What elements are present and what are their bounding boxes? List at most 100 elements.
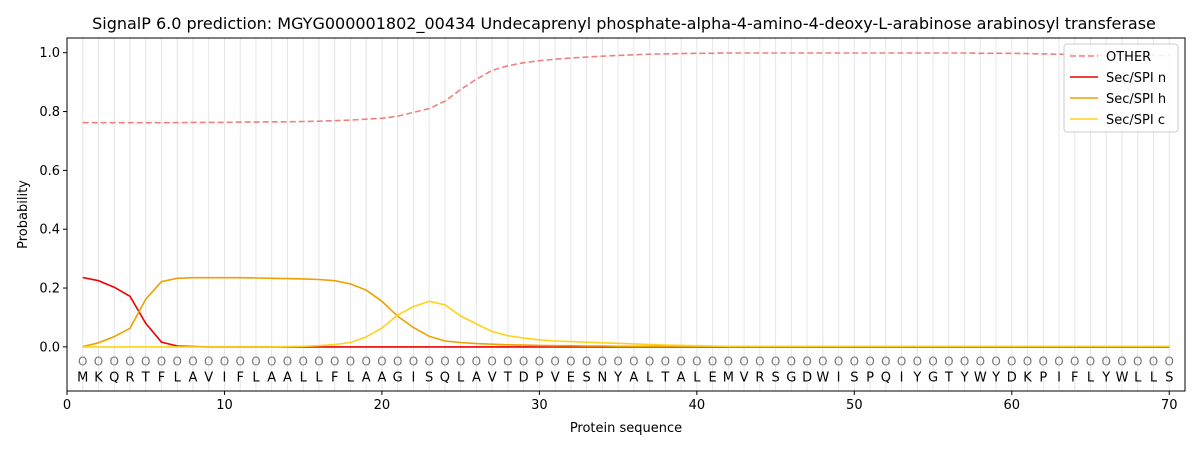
sequence-residue: V xyxy=(488,370,497,385)
position-marker: O xyxy=(897,355,906,369)
sequence-residue: I xyxy=(837,370,841,385)
sequence-residue: N xyxy=(598,370,608,385)
sequence-residue: T xyxy=(944,370,953,385)
position-marker: O xyxy=(78,355,87,369)
plot-frame xyxy=(66,37,1186,392)
sequence-residue: D xyxy=(519,370,529,385)
x-tick-label: 10 xyxy=(216,398,233,413)
sequence-residue: E xyxy=(567,370,575,385)
position-marker: O xyxy=(1007,355,1016,369)
sequence-residue: Y xyxy=(991,370,1000,385)
sequence-residue: L xyxy=(174,370,182,385)
sequence-residue: Y xyxy=(1101,370,1110,385)
sequence-residue: T xyxy=(141,370,150,385)
position-marker: O xyxy=(157,355,166,369)
series-line xyxy=(82,300,1170,348)
position-marker: O xyxy=(535,355,544,369)
sequence-residue: I xyxy=(412,370,416,385)
sequence-residue: F xyxy=(331,370,338,385)
sequence-residue: R xyxy=(755,370,764,385)
axis-layer: 0 10 20 30 40 50 60 70 0.0 0.2 0.4 0.6 0.8 1.0 xyxy=(39,46,1177,413)
position-marker: O xyxy=(629,355,638,369)
sequence-residue: G xyxy=(928,370,938,385)
position-marker: O xyxy=(724,355,733,369)
sequence-residue: K xyxy=(1023,370,1032,385)
sequence-residue: F xyxy=(1071,370,1078,385)
sequence-residue: S xyxy=(850,370,858,385)
sequence-residue: P xyxy=(535,370,543,385)
sequence-residue: A xyxy=(189,370,198,385)
position-marker: O xyxy=(960,355,969,369)
position-marker: O xyxy=(503,355,512,369)
sequence-residue: A xyxy=(472,370,481,385)
legend: OTHER Sec/SPI n Sec/SPI h Sec/SPI c xyxy=(1063,43,1179,133)
sequence-residue: L xyxy=(315,370,323,385)
sequence-residue: R xyxy=(125,370,134,385)
sequence-layer: OMOKOQOROTOFOLOAOVOIOFOLOAOAOLOLOFOLOAOA… xyxy=(77,355,1174,386)
sequence-residue: Q xyxy=(440,370,450,385)
sequence-residue: W xyxy=(974,370,987,385)
sequence-residue: W xyxy=(1116,370,1129,385)
position-marker: O xyxy=(1023,355,1032,369)
sequence-residue: I xyxy=(223,370,227,385)
position-marker: O xyxy=(487,355,496,369)
position-marker: O xyxy=(550,355,559,369)
position-marker: O xyxy=(188,355,197,369)
position-marker: O xyxy=(802,355,811,369)
sequence-residue: A xyxy=(267,370,276,385)
sequence-residue: G xyxy=(393,370,403,385)
sequence-residue: P xyxy=(866,370,874,385)
position-marker: O xyxy=(204,355,213,369)
position-marker: O xyxy=(456,355,465,369)
position-marker: O xyxy=(235,355,244,369)
x-tick-label: 0 xyxy=(63,398,71,413)
sequence-residue: S xyxy=(583,370,591,385)
sequence-residue: A xyxy=(362,370,371,385)
sequence-residue: M xyxy=(77,370,88,385)
x-tick-label: 30 xyxy=(531,398,548,413)
sequence-residue: W xyxy=(816,370,829,385)
sequence-residue: D xyxy=(1007,370,1017,385)
x-tick-label: 50 xyxy=(846,398,863,413)
position-marker: O xyxy=(361,355,370,369)
y-tick-label: 0.6 xyxy=(39,164,60,179)
position-marker: O xyxy=(598,355,607,369)
sequence-residue: L xyxy=(693,370,701,385)
series-line xyxy=(82,276,1170,348)
y-tick-label: 0.4 xyxy=(39,223,60,238)
position-marker: O xyxy=(220,355,229,369)
position-marker: O xyxy=(976,355,985,369)
position-marker: O xyxy=(267,355,276,369)
sequence-residue: S xyxy=(771,370,779,385)
y-tick-label: 0.0 xyxy=(39,340,60,355)
position-marker: O xyxy=(424,355,433,369)
position-marker: O xyxy=(440,355,449,369)
sequence-residue: I xyxy=(900,370,904,385)
sequence-residue: Q xyxy=(109,370,119,385)
sequence-residue: L xyxy=(1150,370,1158,385)
legend-label: Sec/SPI n xyxy=(1106,71,1166,86)
position-marker: O xyxy=(393,355,402,369)
sequence-residue: A xyxy=(677,370,686,385)
sequence-residue: Q xyxy=(881,370,891,385)
sequence-residue: M xyxy=(723,370,734,385)
sequence-residue: S xyxy=(1165,370,1173,385)
position-marker: O xyxy=(472,355,481,369)
sequence-residue: D xyxy=(802,370,812,385)
sequence-residue: F xyxy=(158,370,165,385)
sequence-residue: A xyxy=(377,370,386,385)
chart-title: SignalP 6.0 prediction: MGYG000001802_00… xyxy=(92,14,1156,34)
sequence-residue: S xyxy=(425,370,433,385)
sequence-residue: L xyxy=(1134,370,1142,385)
position-marker: O xyxy=(755,355,764,369)
position-marker: O xyxy=(1117,355,1126,369)
position-marker: O xyxy=(251,355,260,369)
x-tick-label: 20 xyxy=(374,398,391,413)
position-marker: O xyxy=(1039,355,1048,369)
sequence-residue: K xyxy=(94,370,103,385)
position-marker: O xyxy=(346,355,355,369)
grid-layer xyxy=(82,38,1170,391)
sequence-residue: I xyxy=(1057,370,1061,385)
x-tick-label: 60 xyxy=(1004,398,1021,413)
